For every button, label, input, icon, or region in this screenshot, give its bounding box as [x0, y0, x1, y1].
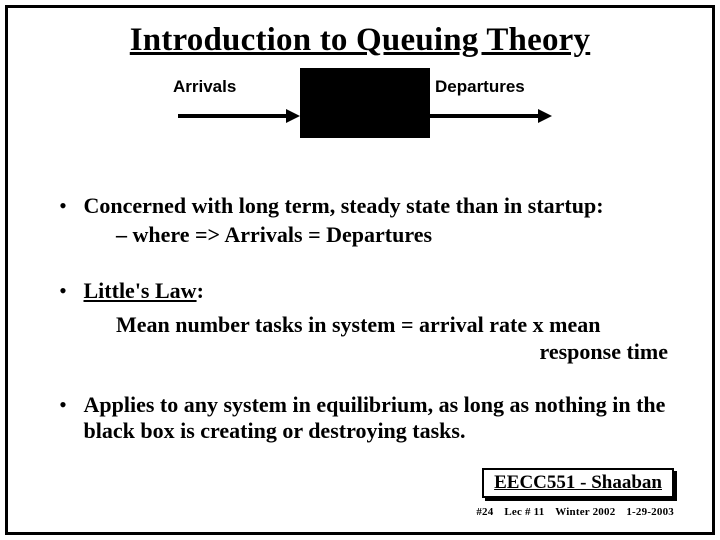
footer-meta: #24 Lec # 11 Winter 2002 1-29-2003 [476, 506, 674, 518]
bullet-marker-icon: • [48, 193, 78, 220]
slide-frame: Introduction to Queuing Theory Arrivals … [5, 5, 715, 535]
colon: : [197, 278, 204, 303]
littles-line1: Mean number tasks in system = arrival ra… [116, 311, 676, 339]
littles-law-label: Little's Law [84, 278, 197, 303]
content-area: • Concerned with long term, steady state… [8, 193, 712, 445]
bullet-1: • Concerned with long term, steady state… [48, 193, 676, 220]
black-box [300, 68, 430, 138]
bullet-2-desc: Mean number tasks in system = arrival ra… [116, 311, 676, 366]
term: Winter 2002 [555, 506, 615, 518]
departures-label: Departures [435, 77, 525, 97]
bullet-1-sub: – where => Arrivals = Departures [116, 222, 676, 248]
bullet-3-text: Applies to any system in equilibrium, as… [84, 392, 674, 446]
bullet-1-text: Concerned with long term, steady state t… [84, 193, 674, 220]
arrivals-arrow [178, 109, 300, 123]
bullet-2-head: Little's Law: [84, 278, 674, 305]
footer-course-box: EECC551 - Shaaban [482, 468, 674, 498]
departures-arrow [430, 109, 552, 123]
queuing-diagram: Arrivals Departures [8, 77, 712, 167]
littles-line2: response time [116, 338, 676, 366]
bullet-marker-icon: • [48, 278, 78, 305]
bullet-marker-icon: • [48, 392, 78, 419]
slide-number: #24 [476, 506, 493, 518]
bullet-2: • Little's Law: [48, 278, 676, 305]
date: 1-29-2003 [626, 506, 674, 518]
slide-title: Introduction to Queuing Theory [8, 22, 712, 59]
lecture-number: Lec # 11 [504, 506, 544, 518]
arrivals-label: Arrivals [173, 77, 236, 97]
bullet-3: • Applies to any system in equilibrium, … [48, 392, 676, 446]
